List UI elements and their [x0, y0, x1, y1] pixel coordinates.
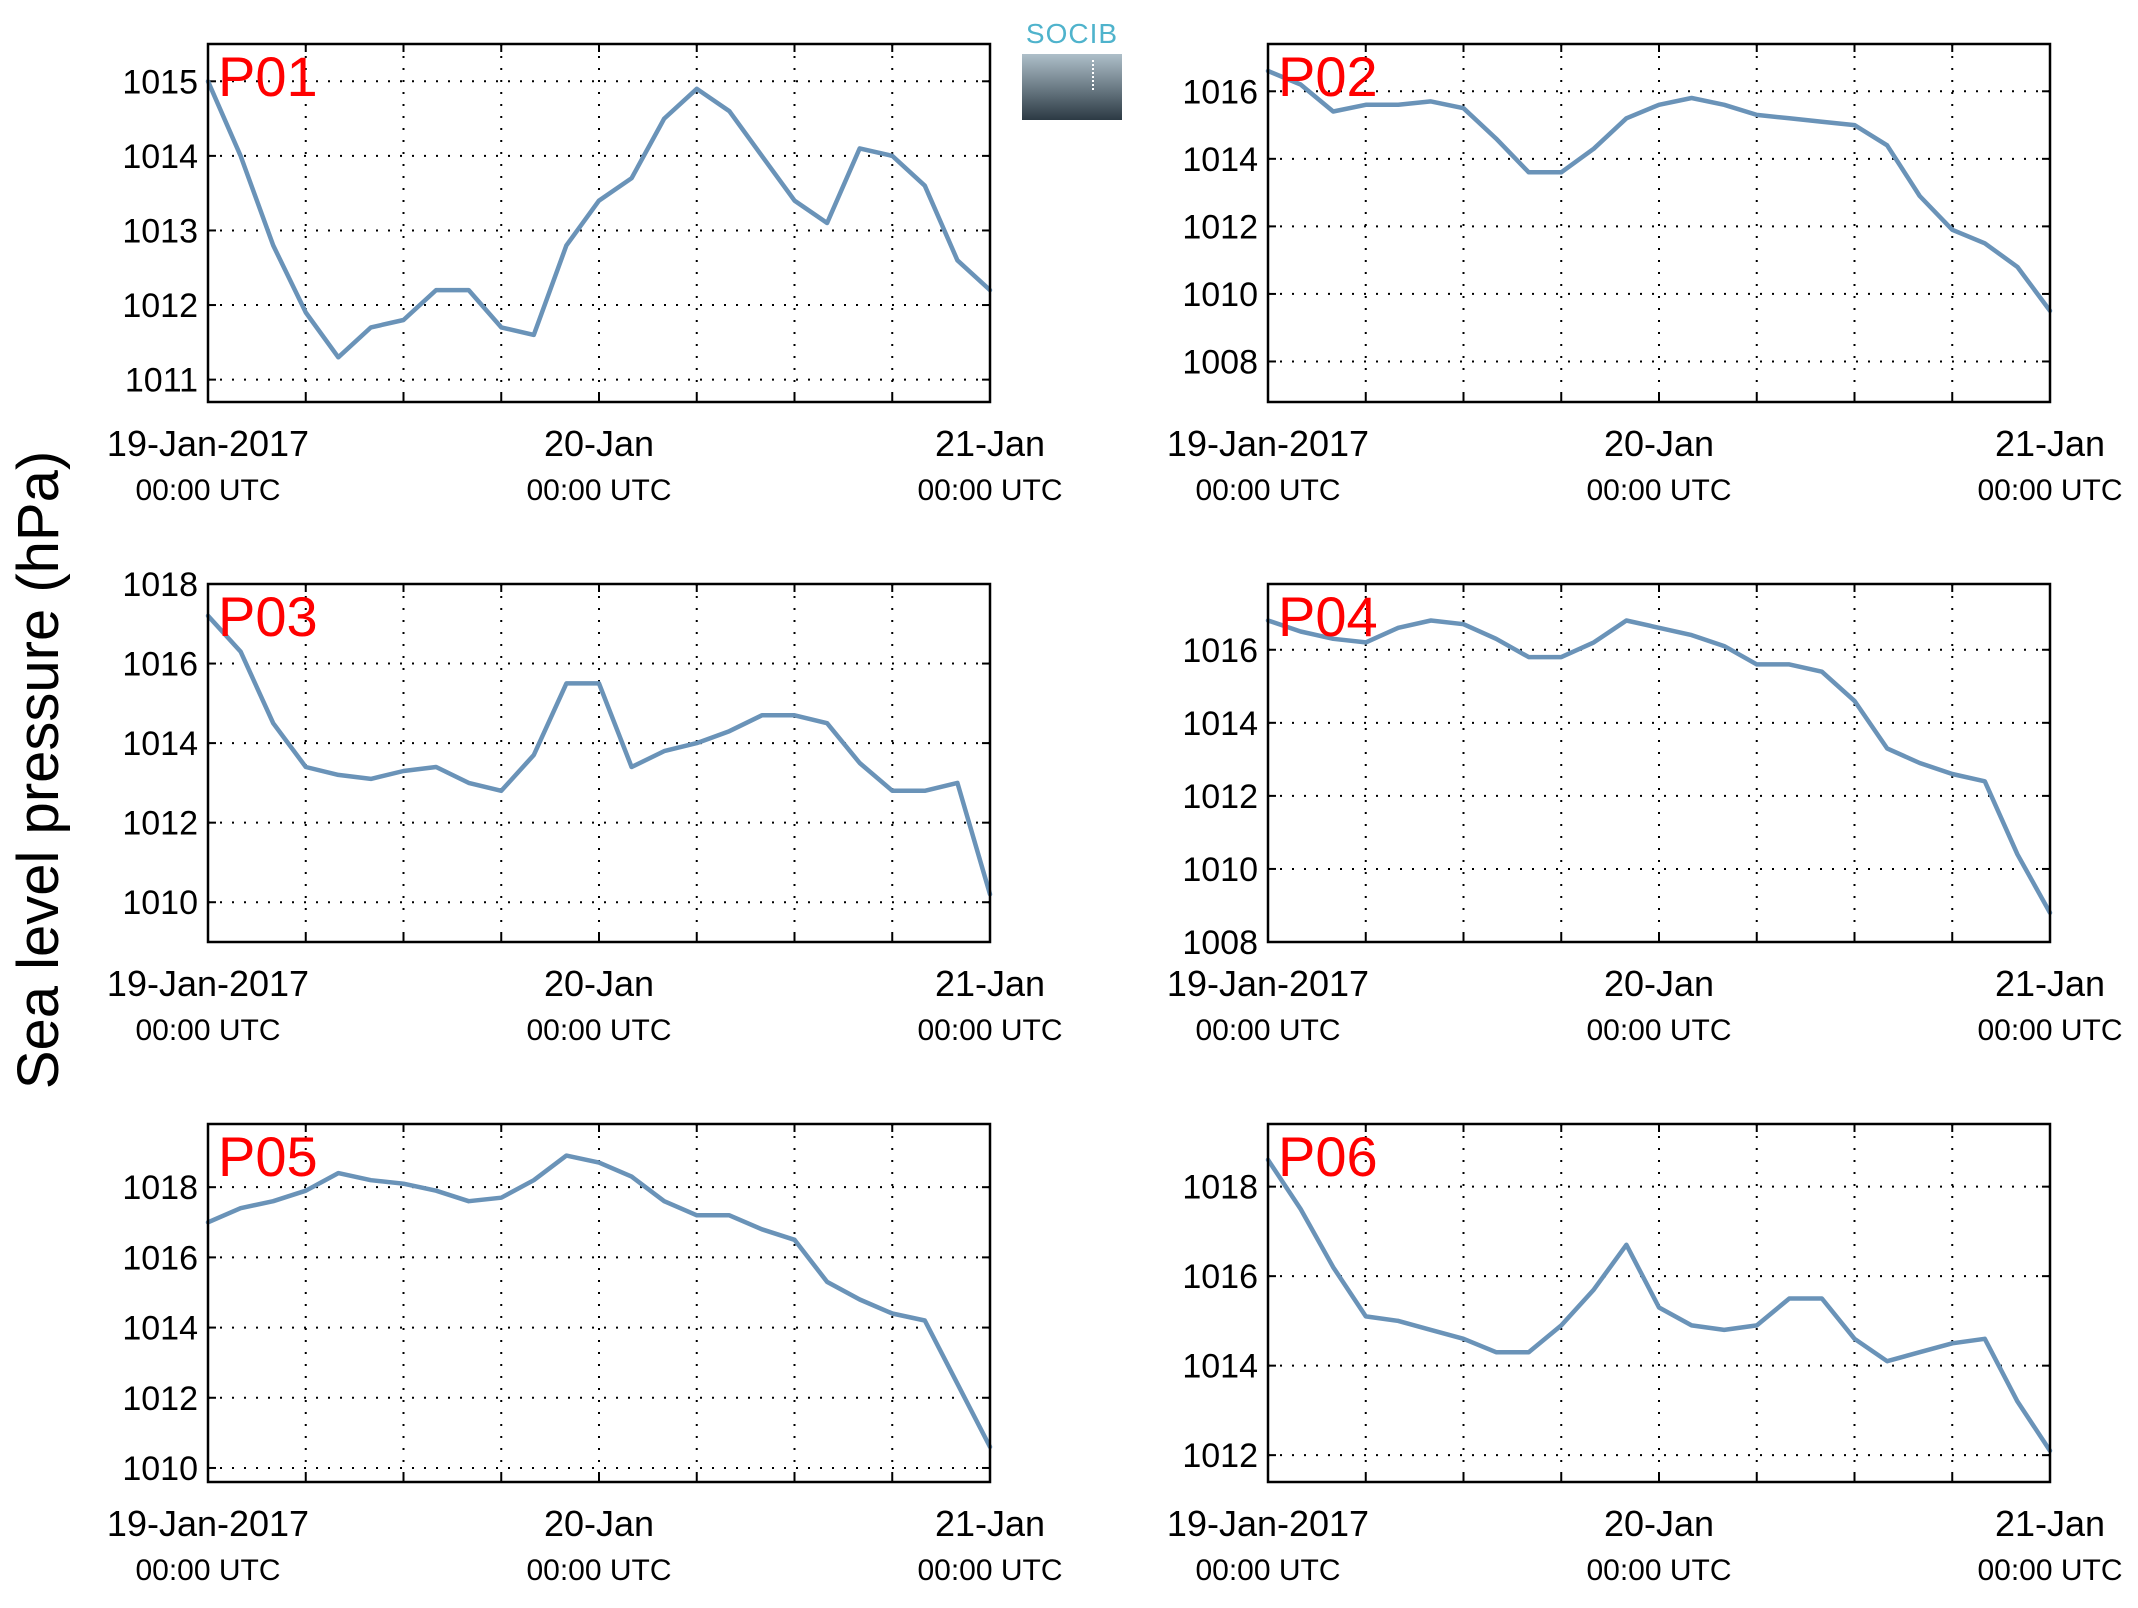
y-tick-label: 1018: [122, 1169, 198, 1207]
logo-graphic: [1022, 54, 1122, 120]
axes-box: [206, 582, 992, 944]
chart-panel-p01: 1011 1012 1013 1014 1015 P01 19-Jan-2017 00:00 …: [107, 42, 1063, 507]
data-line-p03: [205, 613, 993, 897]
x-tick-label-date: 21-Jan: [1995, 423, 2105, 464]
x-tick-label-date: 20-Jan: [544, 1503, 654, 1544]
x-tick-label-time: 00:00 UTC: [526, 1014, 671, 1047]
data-line-p02: [1265, 68, 2053, 314]
y-tick-label: 1016: [122, 1239, 198, 1277]
y-tick-label: 1014: [122, 725, 198, 763]
x-tick-label-date: 19-Jan-2017: [107, 423, 309, 464]
panel-label: P06: [1278, 1125, 1378, 1188]
y-tick-label: 1014: [1182, 705, 1258, 743]
y-tick-label: 1015: [122, 63, 198, 101]
x-tick-label-time: 00:00 UTC: [1586, 1014, 1731, 1047]
x-tick-label-time: 00:00 UTC: [1586, 1554, 1731, 1587]
socib-logo: SOCIB: [1020, 18, 1124, 122]
y-tick-label: 1012: [1182, 208, 1258, 246]
chart-panel-p03: 1010 1012 1014 1016 1018 P03 19-Jan-2017 00:00 …: [107, 566, 1063, 1047]
chart-panel-p05: 1010 1012 1014 1016 1018 P05 19-Jan-2017 00:00 …: [107, 1122, 1063, 1587]
axes-box: [206, 42, 992, 404]
x-tick-label-date: 21-Jan: [935, 963, 1045, 1004]
y-tick-label: 1010: [122, 884, 198, 922]
y-tick-label: 1016: [1182, 73, 1258, 111]
x-tick-label-time: 00:00 UTC: [135, 1014, 280, 1047]
panel-label: P01: [218, 45, 318, 108]
y-tick-label: 1016: [1182, 632, 1258, 670]
data-line-p06: [1265, 1157, 2053, 1453]
x-tick-label-time: 00:00 UTC: [1195, 1554, 1340, 1587]
y-tick-label: 1012: [1182, 778, 1258, 816]
x-tick-label-date: 19-Jan-2017: [107, 963, 309, 1004]
panel-label: P03: [218, 585, 318, 648]
x-tick-label-time: 00:00 UTC: [1977, 1554, 2122, 1587]
data-line-p04: [1265, 618, 2053, 916]
chart-panel-p06: 1012 1014 1016 1018 P06 19-Jan-2017 00:00 UTC 2…: [1167, 1122, 2123, 1587]
data-line-p01: [205, 79, 993, 360]
x-tick-label-time: 00:00 UTC: [917, 1554, 1062, 1587]
chart-panel-p02: 1008 1010 1012 1014 1016 P02 19-Jan-2017 00:00 …: [1167, 42, 2123, 507]
x-tick-label-time: 00:00 UTC: [917, 474, 1062, 507]
x-tick-label-date: 19-Jan-2017: [1167, 1503, 1369, 1544]
y-tick-label: 1010: [122, 1450, 198, 1488]
y-tick-label: 1010: [1182, 851, 1258, 889]
x-tick-label-date: 21-Jan: [1995, 963, 2105, 1004]
x-tick-label-time: 00:00 UTC: [917, 1014, 1062, 1047]
y-tick-label: 1018: [122, 566, 198, 604]
x-tick-label-date: 21-Jan: [1995, 1503, 2105, 1544]
axes-box: [1266, 1122, 2052, 1484]
x-tick-label-time: 00:00 UTC: [135, 1554, 280, 1587]
panel-label: P05: [218, 1125, 318, 1188]
y-tick-label: 1016: [122, 646, 198, 684]
x-tick-label-date: 19-Jan-2017: [1167, 963, 1369, 1004]
x-tick-label-date: 21-Jan: [935, 1503, 1045, 1544]
panel-label: P02: [1278, 45, 1378, 108]
logo-text: SOCIB: [1025, 18, 1119, 49]
axes-box: [1266, 42, 2052, 404]
x-tick-label-date: 20-Jan: [1604, 423, 1714, 464]
x-tick-label-time: 00:00 UTC: [1977, 474, 2122, 507]
y-tick-label: 1014: [122, 138, 198, 176]
x-tick-label-date: 20-Jan: [1604, 963, 1714, 1004]
y-tick-label: 1014: [1182, 141, 1258, 179]
x-tick-label-time: 00:00 UTC: [1977, 1014, 2122, 1047]
y-tick-label: 1012: [122, 287, 198, 325]
y-tick-label: 1008: [1182, 343, 1258, 381]
x-tick-label-date: 20-Jan: [544, 423, 654, 464]
y-tick-label: 1012: [122, 805, 198, 843]
y-tick-label: 1010: [1182, 276, 1258, 314]
x-tick-label-date: 20-Jan: [544, 963, 654, 1004]
x-tick-label-date: 20-Jan: [1604, 1503, 1714, 1544]
y-tick-label: 1018: [1182, 1169, 1258, 1207]
x-tick-label-date: 19-Jan-2017: [107, 1503, 309, 1544]
logo-line: [1092, 60, 1094, 90]
x-tick-label-time: 00:00 UTC: [1195, 1014, 1340, 1047]
x-tick-label-date: 19-Jan-2017: [1167, 423, 1369, 464]
axes-box: [1266, 582, 2052, 944]
x-tick-label-time: 00:00 UTC: [1586, 474, 1731, 507]
x-tick-label-date: 21-Jan: [935, 423, 1045, 464]
chart-panel-p04: 1008 1010 1012 1014 1016 P04 19-Jan-2017 00:00 …: [1167, 582, 2123, 1047]
x-tick-label-time: 00:00 UTC: [1195, 474, 1340, 507]
y-tick-label: 1012: [122, 1380, 198, 1418]
x-tick-label-time: 00:00 UTC: [526, 474, 671, 507]
y-axis-label: Sea level pressure (hPa): [6, 451, 71, 1089]
y-tick-label: 1008: [1182, 924, 1258, 962]
y-tick-label: 1013: [122, 212, 198, 250]
y-tick-label: 1011: [125, 362, 198, 400]
y-tick-label: 1014: [1182, 1348, 1258, 1386]
x-tick-label-time: 00:00 UTC: [135, 474, 280, 507]
y-tick-label: 1014: [122, 1310, 198, 1348]
y-tick-label: 1016: [1182, 1258, 1258, 1296]
panel-label: P04: [1278, 585, 1378, 648]
axes-box: [206, 1122, 992, 1484]
y-tick-label: 1012: [1182, 1437, 1258, 1475]
x-tick-label-time: 00:00 UTC: [526, 1554, 671, 1587]
data-line-p05: [205, 1153, 993, 1450]
